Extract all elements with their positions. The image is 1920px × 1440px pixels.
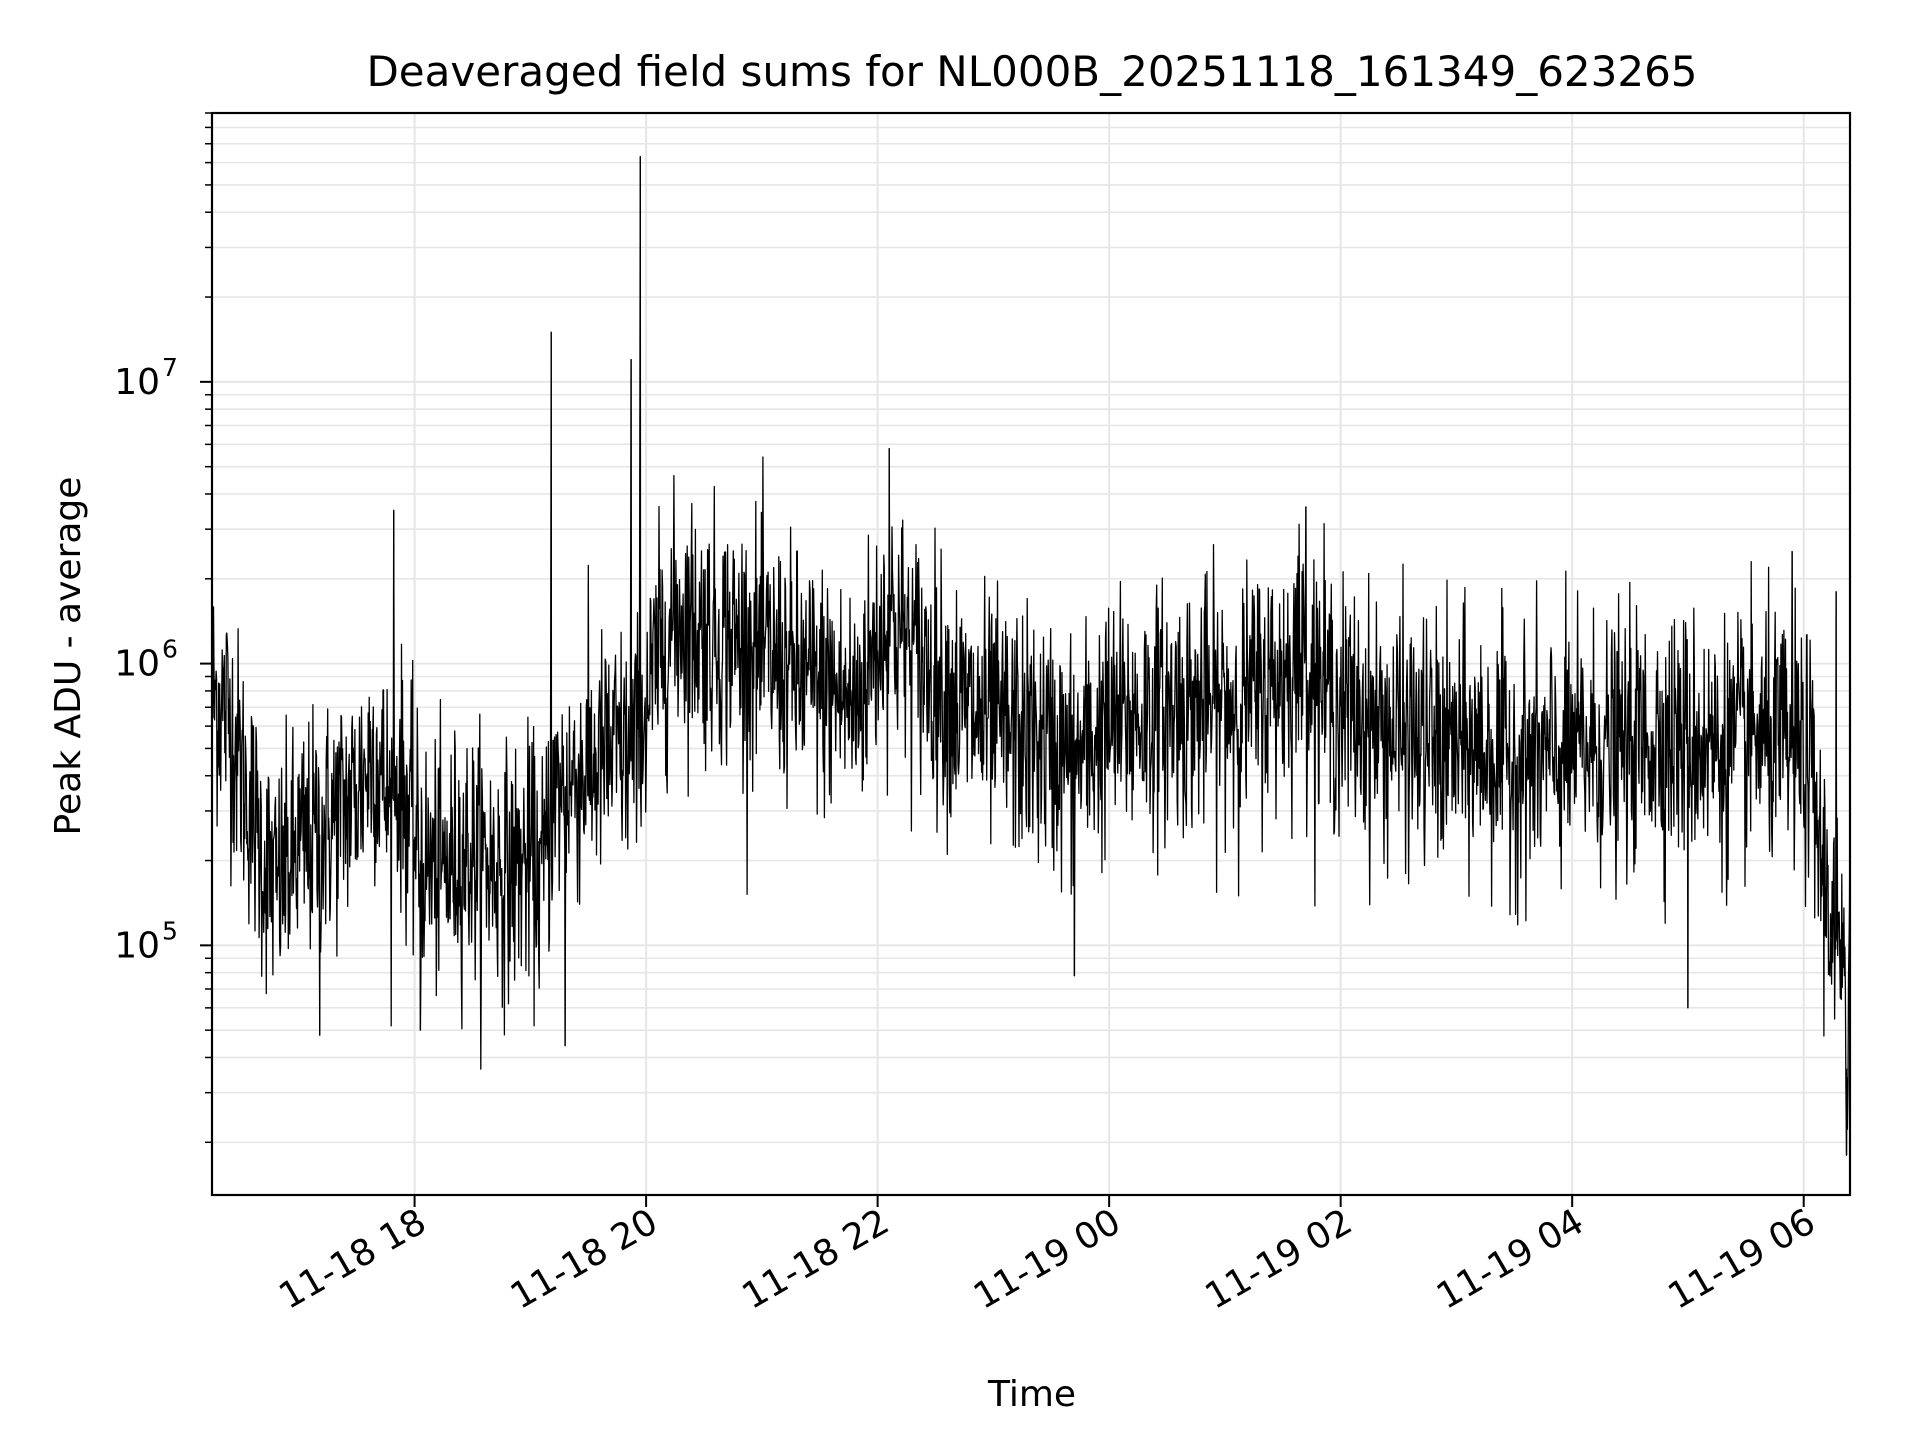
y-tick-label-base: 10 — [114, 925, 160, 966]
y-tick-label-base: 10 — [114, 362, 160, 403]
y-axis-label: Peak ADU - average — [48, 477, 89, 836]
y-tick-label: 10 — [114, 925, 160, 966]
y-tick-label-base: 10 — [114, 644, 160, 685]
x-tick-label: 11-18 22 — [735, 1201, 896, 1317]
series-line — [211, 155, 1851, 1156]
x-tick-label: 11-19 04 — [1430, 1201, 1591, 1317]
x-tick-label: 11-18 18 — [272, 1201, 433, 1317]
y-tick-label-exponent: 5 — [162, 916, 178, 945]
y-tick-label-exponent: 7 — [162, 353, 178, 382]
y-tick-label: 10 — [114, 362, 160, 403]
x-tick-label: 11-19 00 — [967, 1201, 1128, 1317]
plot-frame — [210, 111, 1852, 1197]
chart-title: Deaveraged field sums for NL000B_2025111… — [366, 47, 1697, 96]
y-tick-label-exponent: 6 — [162, 635, 178, 664]
x-tick-label: 11-19 02 — [1198, 1201, 1359, 1317]
y-tick-label: 10 — [114, 644, 160, 685]
series-line-path — [211, 155, 1851, 1156]
x-tick-label: 11-18 20 — [504, 1201, 665, 1317]
grid — [212, 112, 1850, 1195]
x-axis-label: Time — [987, 1374, 1076, 1415]
x-tick-label: 11-19 06 — [1662, 1201, 1823, 1317]
